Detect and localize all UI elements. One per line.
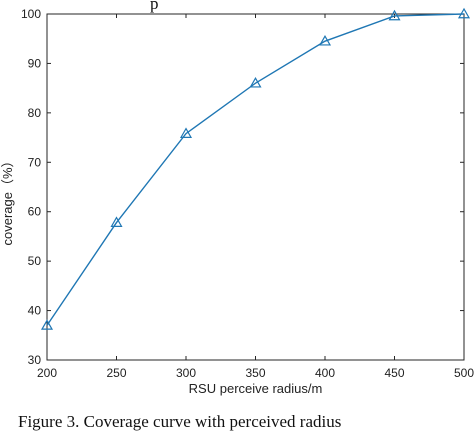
series-layer xyxy=(40,7,471,330)
x-tick-label: 250 xyxy=(106,366,126,380)
top-text-fragment: p xyxy=(150,0,159,13)
x-axis-ticks: 200 250 300 350 400 450 500 xyxy=(37,14,474,380)
y-tick-label: 70 xyxy=(28,155,42,169)
data-point-marker xyxy=(318,34,332,46)
data-point-marker xyxy=(457,7,471,19)
data-point-marker xyxy=(179,127,193,138)
figure-caption: Figure 3. Coverage curve with perceived … xyxy=(18,412,341,431)
x-axis-label: RSU perceive radius/m xyxy=(189,381,323,396)
y-axis-ticks: 30 40 50 60 70 80 90 100 xyxy=(21,7,464,367)
y-axis-label: coverage（%） xyxy=(0,154,15,245)
x-tick-label: 300 xyxy=(176,366,196,380)
data-point-marker xyxy=(388,9,401,21)
x-tick-label: 450 xyxy=(384,366,404,380)
y-tick-label: 80 xyxy=(28,106,42,120)
y-tick-label: 90 xyxy=(28,56,42,70)
data-point-marker xyxy=(40,319,54,330)
y-tick-label: 100 xyxy=(21,7,41,21)
series-line xyxy=(46,13,465,326)
y-tick-label: 40 xyxy=(28,304,42,318)
plot-area xyxy=(46,13,465,361)
x-tick-label: 400 xyxy=(315,366,335,380)
y-tick-label: 60 xyxy=(28,205,42,219)
data-point-marker xyxy=(249,76,262,88)
x-tick-label: 350 xyxy=(245,366,265,380)
x-tick-label: 500 xyxy=(454,366,474,380)
x-tick-label: 200 xyxy=(37,366,57,380)
y-tick-label: 30 xyxy=(28,353,42,367)
y-tick-label: 50 xyxy=(28,254,42,268)
data-point-marker xyxy=(110,216,123,227)
